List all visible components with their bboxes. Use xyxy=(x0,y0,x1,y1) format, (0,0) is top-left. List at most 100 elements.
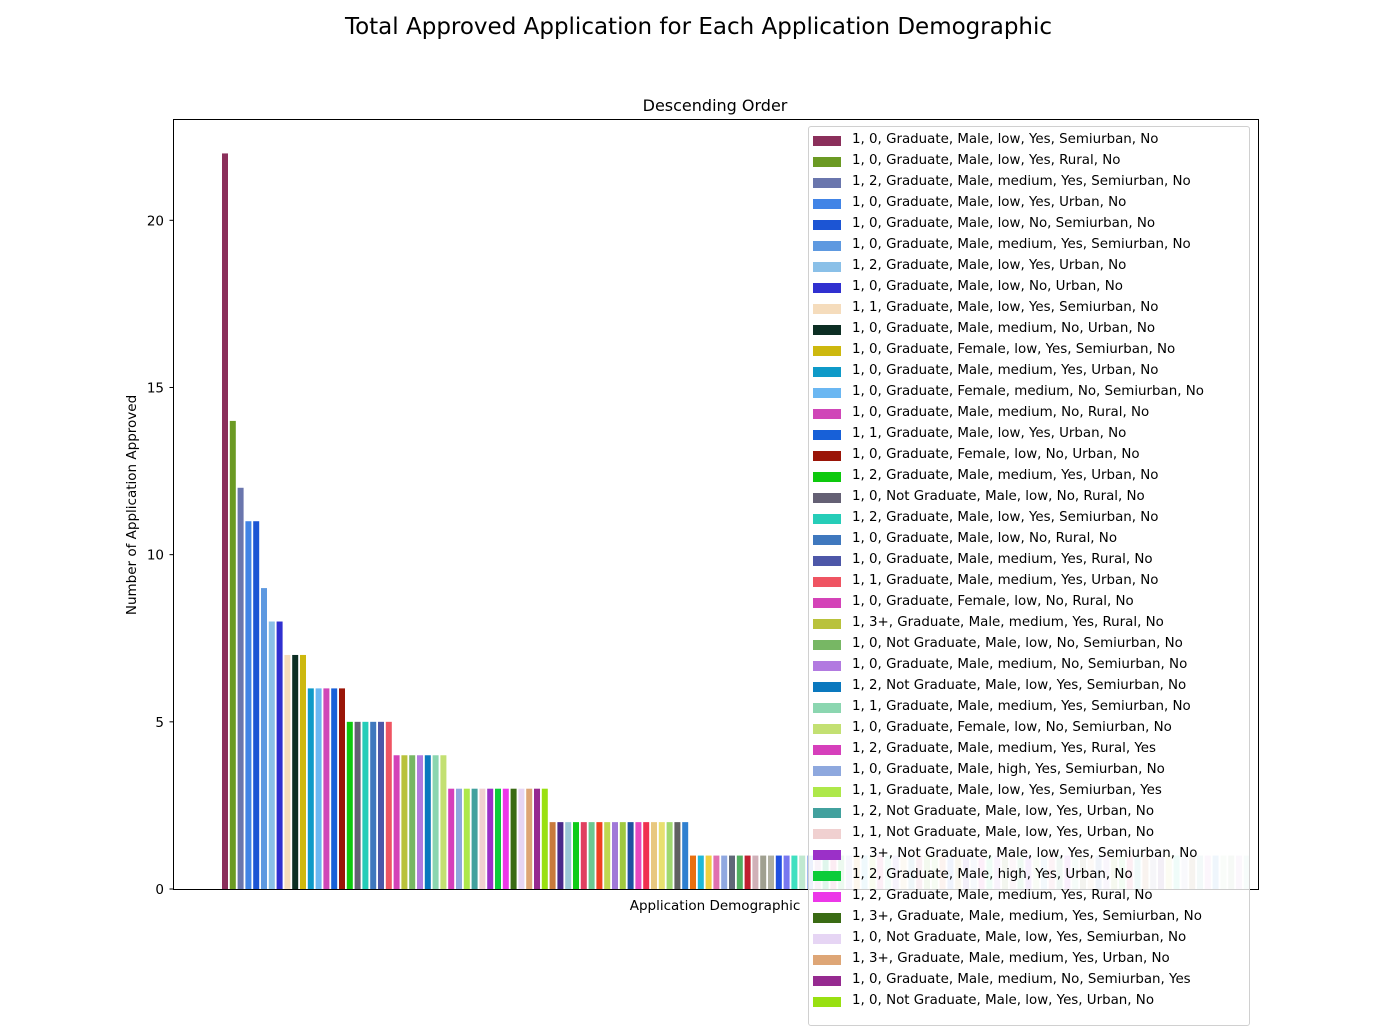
legend-item: 1, 0, Graduate, Male, medium, No, Semiur… xyxy=(809,655,1249,676)
legend-label: 1, 0, Graduate, Female, low, Yes, Semiur… xyxy=(852,342,1176,357)
bar-74 xyxy=(799,855,806,889)
legend-swatch xyxy=(813,934,841,944)
bar-28 xyxy=(440,755,447,889)
bar-60 xyxy=(690,855,696,889)
legend-item: 1, 0, Not Graduate, Male, low, Yes, Urba… xyxy=(809,991,1249,1012)
bar-20 xyxy=(378,721,384,889)
bar-19 xyxy=(370,721,377,889)
bar-62 xyxy=(705,855,712,889)
legend-swatch xyxy=(813,640,841,650)
bar-12 xyxy=(315,688,322,889)
legend-swatch xyxy=(813,346,841,356)
legend-label: 1, 3+, Graduate, Male, medium, Yes, Semi… xyxy=(852,909,1202,924)
legend-label: 1, 0, Not Graduate, Male, low, Yes, Semi… xyxy=(852,930,1187,945)
bar-50 xyxy=(612,822,618,889)
legend-swatch xyxy=(813,367,841,377)
bar-13 xyxy=(323,688,330,889)
bar-64 xyxy=(721,855,728,889)
legend-swatch xyxy=(813,136,841,146)
bar-21 xyxy=(385,721,392,889)
y-axis-label: Number of Application Approved xyxy=(124,395,140,615)
legend-label: 1, 0, Graduate, Male, medium, No, Semiur… xyxy=(852,657,1188,672)
bar-51 xyxy=(619,822,626,889)
legend-swatch xyxy=(813,472,841,482)
axes-frame xyxy=(173,119,1259,890)
bar-66 xyxy=(736,855,743,889)
legend-item: 1, 0, Graduate, Male, low, Yes, Urban, N… xyxy=(809,193,1249,214)
legend-label: 1, 0, Graduate, Male, medium, Yes, Semiu… xyxy=(852,237,1191,252)
legend-item: 1, 0, Graduate, Male, low, No, Rural, No xyxy=(809,529,1249,550)
legend-item: 1, 1, Graduate, Male, low, Yes, Urban, N… xyxy=(809,424,1249,445)
legend-swatch xyxy=(813,955,841,965)
legend-item: 1, 2, Graduate, Male, medium, Yes, Rural… xyxy=(809,886,1249,907)
legend-swatch xyxy=(813,157,841,167)
legend-label: 1, 0, Graduate, Male, medium, No, Urban,… xyxy=(852,321,1156,336)
bar-59 xyxy=(682,822,689,889)
bar-24 xyxy=(409,755,416,889)
bar-65 xyxy=(729,855,735,889)
legend-swatch xyxy=(813,493,841,503)
bar-29 xyxy=(448,788,455,889)
legend-item: 1, 2, Graduate, Male, medium, Yes, Semiu… xyxy=(809,172,1249,193)
legend-item: 1, 2, Not Graduate, Male, low, Yes, Semi… xyxy=(809,676,1249,697)
legend-label: 1, 0, Graduate, Male, medium, No, Rural,… xyxy=(852,405,1150,420)
legend-swatch xyxy=(813,787,841,797)
legend-label: 1, 2, Not Graduate, Male, low, Yes, Urba… xyxy=(852,804,1155,819)
bar-0 xyxy=(222,153,228,889)
legend-label: 1, 2, Graduate, Male, medium, Yes, Rural… xyxy=(852,888,1153,903)
bar-35 xyxy=(495,788,501,889)
legend-label: 1, 3+, Graduate, Male, medium, Yes, Rura… xyxy=(852,615,1164,630)
legend-label: 1, 2, Graduate, Male, high, Yes, Urban, … xyxy=(852,867,1133,882)
bar-30 xyxy=(456,788,462,889)
legend-item: 1, 0, Graduate, Male, medium, Yes, Urban… xyxy=(809,361,1249,382)
bar-72 xyxy=(783,855,790,889)
bar-34 xyxy=(487,788,494,889)
bar-48 xyxy=(596,822,603,889)
bar-52 xyxy=(627,822,634,889)
legend-item: 1, 3+, Graduate, Male, medium, Yes, Urba… xyxy=(809,949,1249,970)
bar-25 xyxy=(417,755,423,889)
bar-32 xyxy=(471,788,478,889)
bar-4 xyxy=(253,521,260,889)
legend-swatch xyxy=(813,178,841,188)
legend-item: 1, 1, Graduate, Male, low, Yes, Semiurba… xyxy=(809,781,1249,802)
bar-58 xyxy=(674,822,681,889)
y-tick-label-0: 0 xyxy=(155,882,164,898)
bar-57 xyxy=(666,822,673,889)
bar-42 xyxy=(549,822,556,889)
legend-item: 1, 0, Graduate, Male, low, No, Semiurban… xyxy=(809,214,1249,235)
bar-43 xyxy=(557,822,564,889)
legend-label: 1, 1, Graduate, Male, low, Yes, Semiurba… xyxy=(852,783,1162,798)
bar-41 xyxy=(541,788,548,889)
bar-7 xyxy=(276,621,283,889)
bar-26 xyxy=(424,755,431,889)
bar-63 xyxy=(713,855,720,889)
legend-label: 1, 1, Graduate, Male, medium, Yes, Semiu… xyxy=(852,699,1191,714)
legend-item: 1, 0, Graduate, Male, low, No, Urban, No xyxy=(809,277,1249,298)
bar-53 xyxy=(635,822,642,889)
bar-3 xyxy=(245,521,252,889)
legend-swatch xyxy=(813,661,841,671)
legend-label: 1, 2, Graduate, Male, medium, Yes, Semiu… xyxy=(852,174,1191,189)
figure-suptitle: Total Approved Application for Each Appl… xyxy=(344,14,1053,40)
legend-label: 1, 0, Graduate, Female, medium, No, Semi… xyxy=(852,384,1204,399)
legend-item: 1, 0, Not Graduate, Male, low, No, Rural… xyxy=(809,487,1249,508)
legend-item: 1, 3+, Graduate, Male, medium, Yes, Rura… xyxy=(809,613,1249,634)
legend-item: 1, 0, Graduate, Female, low, No, Semiurb… xyxy=(809,718,1249,739)
legend-item: 1, 0, Graduate, Male, high, Yes, Semiurb… xyxy=(809,760,1249,781)
y-axis: 0 5 10 15 20 xyxy=(147,213,174,898)
legend-swatch xyxy=(813,535,841,545)
bar-61 xyxy=(697,855,704,889)
bar-56 xyxy=(658,822,665,889)
legend-swatch xyxy=(813,325,841,335)
bar-49 xyxy=(604,822,611,889)
legend-swatch xyxy=(813,514,841,524)
bar-2 xyxy=(237,487,244,889)
y-tick-label-10: 10 xyxy=(147,548,164,564)
legend-swatch xyxy=(813,892,841,902)
bar-15 xyxy=(339,688,345,889)
legend-swatch xyxy=(813,262,841,272)
bar-6 xyxy=(268,621,275,889)
bar-38 xyxy=(518,788,525,889)
legend-swatch xyxy=(813,808,841,818)
